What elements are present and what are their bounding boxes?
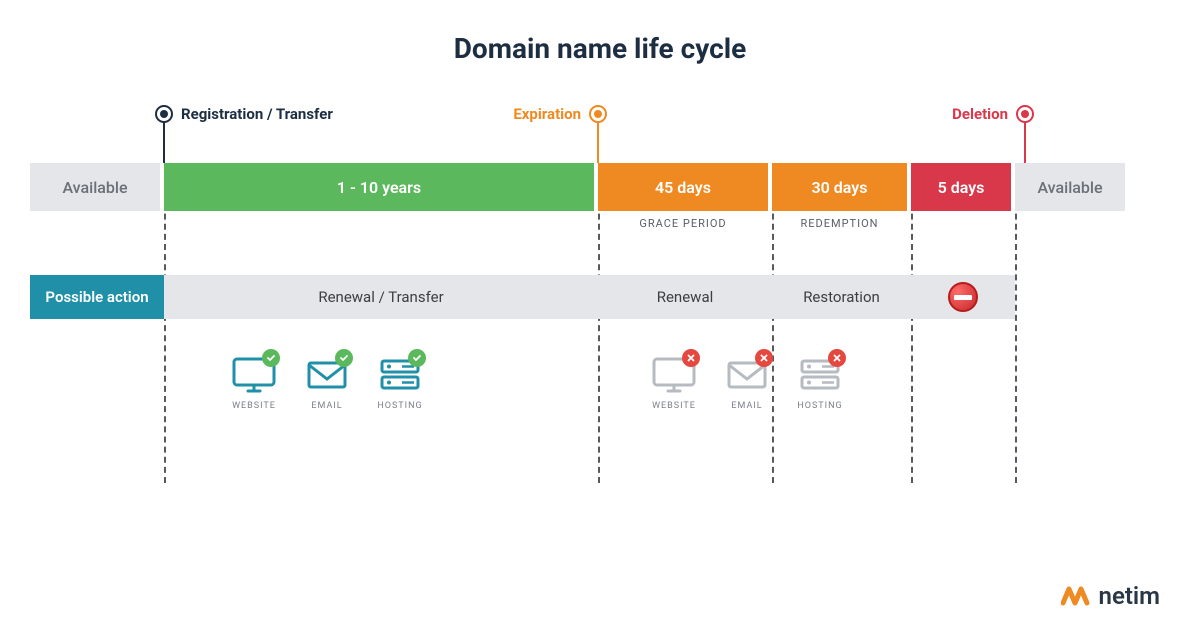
logo-text: netim (1099, 582, 1160, 610)
service-monitor: WEBSITE (650, 355, 698, 411)
timeline-segment: Available (30, 163, 160, 211)
event-marker: Registration / Transfer (155, 105, 333, 123)
lifecycle-diagram: Registration / Transfer Expiration Deletio… (30, 105, 1170, 565)
timeline-segment: 45 days (598, 163, 768, 211)
cross-badge-icon (682, 349, 700, 367)
brand-logo: netim (1061, 582, 1160, 610)
action-segment (911, 275, 1015, 319)
timeline-segment: Available (1015, 163, 1125, 211)
phase-divider (911, 163, 913, 483)
services-active: WEBSITE EMAIL HOSTING (230, 355, 424, 411)
action-row-header: Possible action (30, 275, 164, 319)
cross-badge-icon (755, 349, 773, 367)
timeline-bar: Available1 - 10 years45 days30 days5 day… (30, 163, 1170, 211)
service-mail: EMAIL (723, 355, 771, 411)
service-label: HOSTING (797, 401, 842, 411)
check-badge-icon (262, 349, 280, 367)
cross-badge-icon (828, 349, 846, 367)
event-marker: Deletion (952, 105, 1034, 123)
phase-divider (772, 163, 774, 483)
service-server: HOSTING (376, 355, 424, 411)
services-inactive: WEBSITE EMAIL HOSTING (650, 355, 844, 411)
timeline-segment: 5 days (911, 163, 1011, 211)
page-title: Domain name life cycle (0, 32, 1200, 65)
service-label: WEBSITE (652, 401, 696, 411)
phase-divider (164, 163, 166, 483)
service-label: EMAIL (731, 401, 762, 411)
service-label: EMAIL (311, 401, 342, 411)
service-label: HOSTING (377, 401, 422, 411)
action-segment: Renewal / Transfer (164, 275, 598, 319)
event-label: Expiration (513, 105, 581, 123)
phase-divider (1015, 163, 1017, 483)
logo-mark-icon (1061, 583, 1091, 609)
check-badge-icon (408, 349, 426, 367)
action-segment: Restoration (772, 275, 911, 319)
no-entry-icon (948, 282, 978, 312)
action-segment: Renewal (598, 275, 772, 319)
event-label: Deletion (952, 105, 1008, 123)
timeline-segment: 1 - 10 years (164, 163, 594, 211)
possible-action-row: Possible actionRenewal / TransferRenewal… (30, 275, 1170, 319)
timeline-sublabels: GRACE PERIOD REDEMPTION (30, 217, 1170, 235)
timeline-segment: 30 days (772, 163, 907, 211)
service-server: HOSTING (796, 355, 844, 411)
timeline-sublabel: REDEMPTION (772, 217, 907, 230)
service-label: WEBSITE (232, 401, 276, 411)
phase-divider (598, 163, 600, 483)
service-monitor: WEBSITE (230, 355, 278, 411)
event-label: Registration / Transfer (181, 105, 333, 123)
event-marker: Expiration (513, 105, 607, 123)
service-mail: EMAIL (303, 355, 351, 411)
timeline-sublabel: GRACE PERIOD (598, 217, 768, 230)
check-badge-icon (335, 349, 353, 367)
